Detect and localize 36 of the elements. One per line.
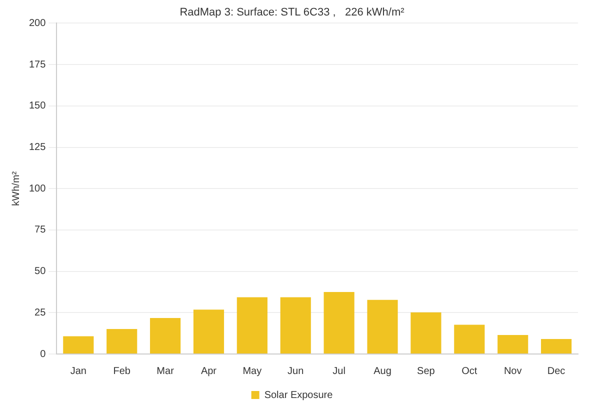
bar (280, 297, 311, 354)
bar (498, 334, 528, 354)
bar (63, 336, 94, 354)
bar (367, 300, 398, 354)
x-tick-label: Feb (113, 366, 131, 377)
x-tick-label: Jul (332, 366, 346, 377)
bar (410, 312, 442, 354)
y-tick-label: 125 (28, 142, 46, 153)
bar (324, 292, 354, 354)
y-tick-label: 175 (28, 59, 46, 70)
bar (454, 324, 485, 354)
bar (236, 297, 268, 354)
y-tick-label: 75 (34, 224, 46, 236)
x-tick-label: Dec (547, 366, 566, 377)
x-tick-label: Aug (374, 366, 392, 377)
y-tick-label: 25 (34, 307, 46, 318)
y-axis-title: kWh/m² (10, 170, 22, 206)
x-tick-label: Mar (156, 366, 175, 377)
x-tick-label: Sep (417, 366, 436, 377)
x-tick-label: Oct (462, 366, 478, 377)
legend-label: Solar Exposure (264, 390, 334, 401)
bar (150, 318, 181, 354)
bar (106, 329, 138, 354)
x-tick-label: Nov (504, 366, 522, 377)
x-tick-label: Jan (70, 366, 86, 377)
y-tick-label: 100 (28, 183, 46, 194)
bar (193, 310, 224, 354)
y-tick-label: 50 (34, 266, 46, 278)
x-tick-label: Jun (288, 366, 304, 377)
y-tick-label: 200 (28, 18, 46, 29)
y-tick-label: 150 (28, 100, 46, 112)
x-tick-label: Apr (200, 366, 218, 377)
x-tick-label: May (242, 366, 262, 377)
y-tick-label: 0 (40, 348, 46, 360)
bar (540, 338, 572, 354)
chart-title: RadMap 3: Surface: STL 6C33 , 226 kWh/m² (180, 6, 405, 19)
